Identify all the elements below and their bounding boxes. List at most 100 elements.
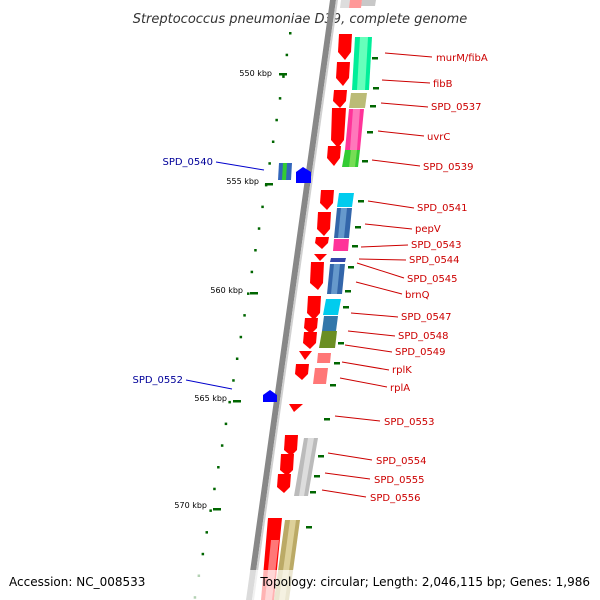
- scale-tick-560: [250, 292, 258, 295]
- scale-tick-dot: [289, 32, 292, 35]
- gene-label-SPD_0541: SPD_0541: [417, 203, 468, 214]
- gene-label-SPD_0553: SPD_0553: [384, 417, 435, 428]
- gene-track-tick: [330, 384, 336, 387]
- scale-tick-dot: [247, 292, 250, 295]
- gene-track-tick: [367, 131, 373, 134]
- gene-arrow-SPD_0541: [320, 190, 334, 210]
- scale-tick-dot: [278, 97, 282, 100]
- gene-arrow-murM: [338, 34, 352, 60]
- scale-tick-dot: [285, 53, 289, 57]
- scale-tick-dot: [239, 335, 243, 339]
- label-leaders-right: [321, 52, 433, 498]
- gene-label-brnQ: brnQ: [405, 290, 430, 301]
- gene-track-tick: [372, 57, 378, 60]
- gene-label-fibB: fibB: [433, 79, 453, 90]
- gene-label-SPD_0537: SPD_0537: [431, 102, 482, 113]
- scale-tick-dot: [254, 249, 257, 252]
- scale-tick-dot: [224, 422, 228, 426]
- gene-label-SPD_0545: SPD_0545: [407, 274, 458, 285]
- gene-track-tick: [310, 491, 316, 494]
- scale-tick-dot: [257, 227, 261, 230]
- gene-labels-right: murM/fibA fibB SPD_0537 uvrC SPD_0539 SP…: [370, 53, 488, 504]
- scale-labels: 550 kbp 555 kbp 560 kbp 565 kbp 570 kbp: [174, 69, 287, 511]
- scale-label-560: 560 kbp: [210, 286, 243, 295]
- gene-label-SPD_0548: SPD_0548: [398, 331, 449, 342]
- gene-label-uvrC: uvrC: [427, 132, 450, 143]
- scale-ticks: [193, 32, 292, 599]
- scale-tick-555: [265, 183, 273, 186]
- gene-label-SPD_0543: SPD_0543: [411, 240, 462, 251]
- cog-feature-blocks: [274, 37, 372, 600]
- gene-label-SPD_0555: SPD_0555: [374, 475, 425, 486]
- gene-track-tick: [373, 87, 379, 90]
- gene-arrow-SPD_0547: [307, 296, 321, 320]
- scale-label-565: 565 kbp: [194, 394, 227, 403]
- scale-tick-dot: [261, 205, 264, 209]
- gene-track-tick: [348, 266, 354, 269]
- scale-tick-565: [233, 400, 241, 403]
- gene-arrow-SPD_0549: [303, 332, 317, 349]
- gene-arrow-uvrC: [331, 108, 346, 148]
- scale-label-550: 550 kbp: [239, 69, 272, 78]
- gene-arrow-SPD_0555: [280, 454, 294, 476]
- gene-arrow-SPD_0537: [333, 90, 347, 108]
- gene-arrow-rplA: [295, 364, 309, 380]
- gene-arrow-SPD_0556: [277, 474, 291, 493]
- scale-tick-dot: [232, 379, 235, 382]
- gene-track-tick: [306, 526, 312, 529]
- gene-label-SPD_0556: SPD_0556: [370, 493, 421, 504]
- gene-arrow-SPD_0548: [304, 318, 318, 334]
- map-title: Streptococcus pneumoniae D39, complete g…: [133, 12, 468, 27]
- reverse-strand-genes: [263, 163, 311, 402]
- scale-tick-dot: [235, 357, 239, 360]
- forward-strand-genes: [261, 34, 352, 600]
- gene-track-tick: [345, 290, 351, 293]
- footer: Accession: NC_008533 Topology: circular;…: [0, 570, 600, 600]
- gene-arrow-brnQ: [310, 262, 324, 290]
- gene-track-tick: [358, 200, 364, 203]
- gene-track-tick: [362, 160, 368, 163]
- scale-tick-dot: [205, 531, 208, 534]
- scale-tick-dot: [268, 162, 271, 165]
- scale-label-555: 555 kbp: [226, 177, 259, 186]
- gene-label-murM-fibA: murM/fibA: [436, 53, 488, 64]
- scale-tick-dot: [220, 444, 224, 447]
- gene-track-tick: [318, 455, 324, 458]
- accession-text: Accession: NC_008533: [9, 575, 145, 589]
- gene-track-tick: [314, 475, 320, 478]
- gene-arrow-rplK: [299, 351, 312, 360]
- gene-label-SPD_0544: SPD_0544: [409, 255, 460, 266]
- scale-tick-dot: [282, 75, 285, 78]
- scale-label-570: 570 kbp: [174, 501, 207, 510]
- scale-tick-dot: [271, 140, 275, 143]
- gene-label-SPD_0540: SPD_0540: [162, 157, 213, 168]
- gene-track-tick: [343, 306, 349, 309]
- gene-track-tick: [338, 342, 344, 345]
- gene-arrow-SPD_0540: [296, 167, 311, 183]
- scale-tick-dot: [228, 400, 231, 404]
- gene-label-rplA: rplA: [390, 383, 410, 394]
- gene-label-rplK: rplK: [392, 365, 412, 376]
- gene-label-pepV: pepV: [415, 224, 441, 235]
- inner-ticks: [306, 57, 379, 529]
- top-partial-genes: [340, 0, 376, 8]
- gene-track-tick: [352, 245, 358, 248]
- gene-label-SPD_0552: SPD_0552: [132, 375, 183, 386]
- gene-arrow-fibB: [336, 62, 350, 86]
- genome-info-text: Topology: circular; Length: 2,046,115 bp…: [259, 575, 590, 589]
- gene-label-SPD_0547: SPD_0547: [401, 312, 452, 323]
- scale-tick-550: [279, 73, 287, 76]
- gene-label-SPD_0539: SPD_0539: [423, 162, 474, 173]
- gene-label-SPD_0554: SPD_0554: [376, 456, 427, 467]
- gene-arrow-SPD_0539: [327, 146, 341, 166]
- gene-track-tick: [334, 362, 340, 365]
- scale-tick-dot: [209, 509, 212, 512]
- scale-tick-dot: [213, 487, 216, 491]
- gene-arrow-SPD_0553: [289, 404, 303, 412]
- scale-tick-dot: [275, 118, 278, 122]
- scale-tick-dot: [243, 314, 246, 317]
- gene-track-tick: [370, 105, 376, 108]
- gene-label-SPD_0549: SPD_0549: [395, 347, 446, 358]
- gene-arrow-SPD_0543: [315, 237, 329, 249]
